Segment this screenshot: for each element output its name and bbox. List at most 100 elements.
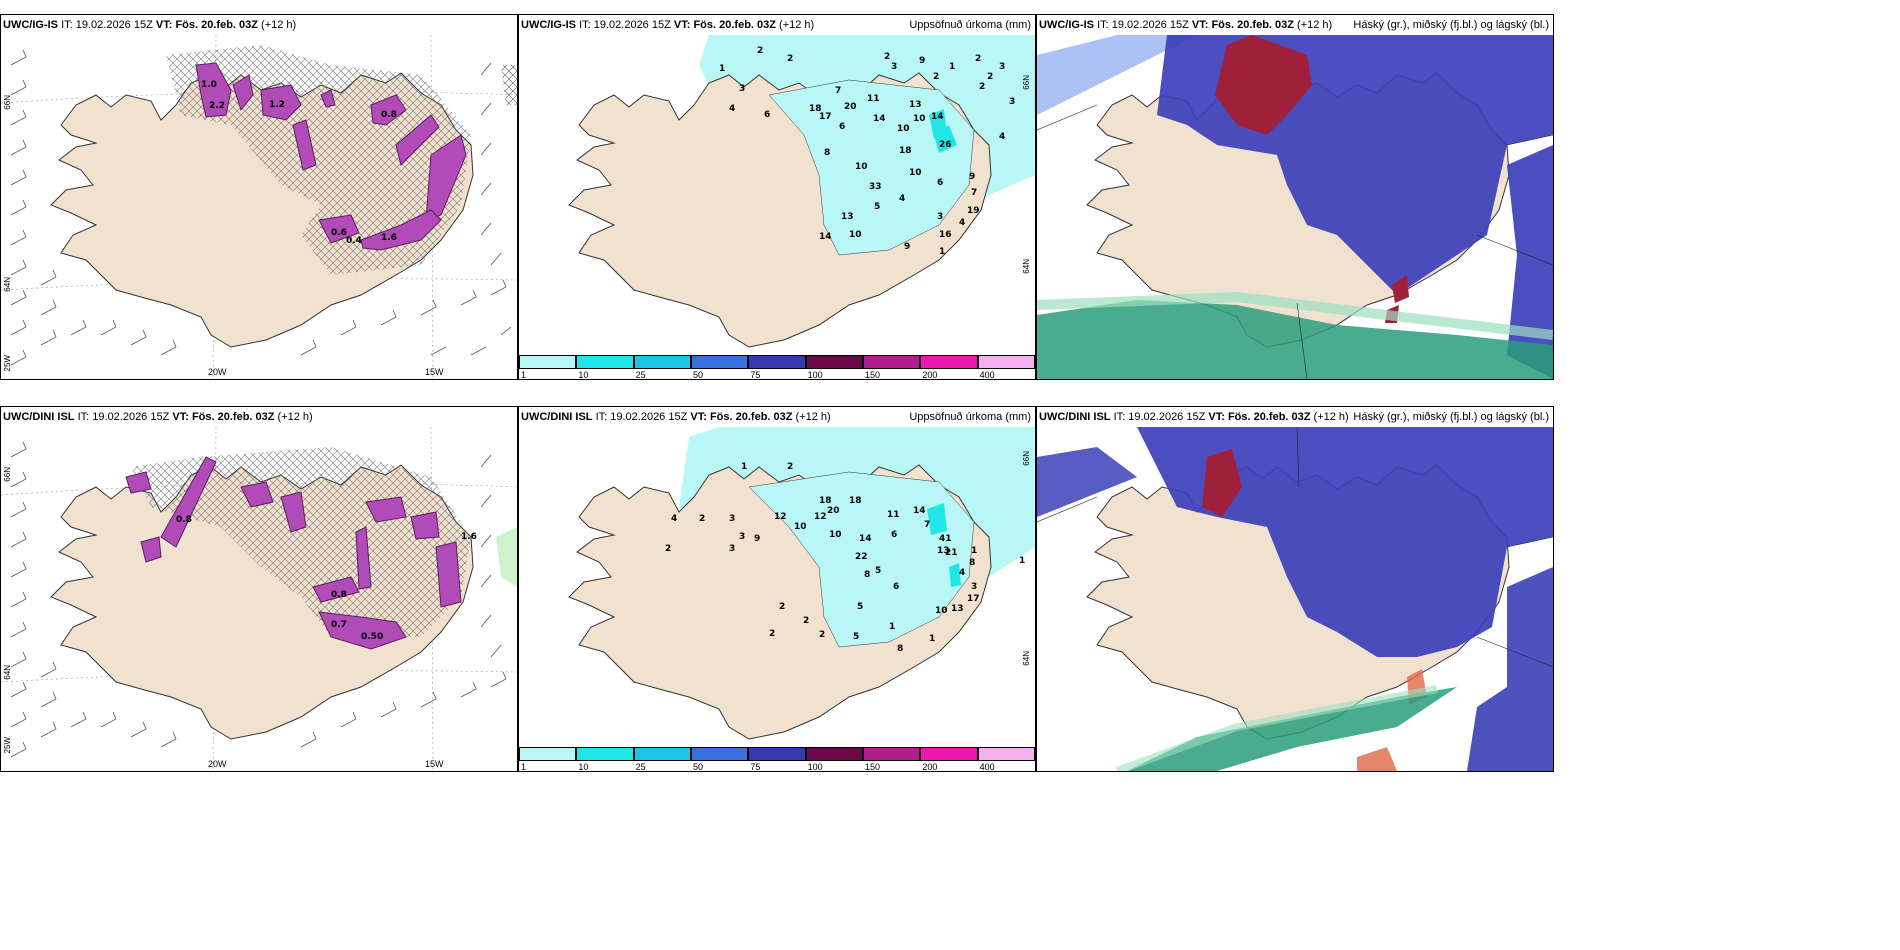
precip-value-label: 2 — [779, 602, 785, 612]
precip-value-label: 22 — [855, 552, 868, 562]
precip-labels: 2213461817207116141010131426188103310695… — [719, 46, 1015, 257]
precip-value-label: 18 — [849, 496, 862, 506]
precip-value-label: 1 — [949, 62, 955, 72]
colorbar-label: 200 — [922, 370, 938, 380]
precip-value-label: 10 — [935, 606, 948, 616]
it-time: 19.02.2026 15Z — [610, 411, 688, 423]
precip-labels: 1 224233391210121820101813142284111614721… — [665, 462, 1025, 654]
precip-area-medium — [929, 109, 957, 153]
map-clouds — [1037, 427, 1553, 771]
precip-value-label: 6 — [891, 530, 897, 540]
precip-value-label: 11 — [867, 94, 880, 104]
precip-value-label: 6 — [764, 110, 770, 120]
precip-value-label: 19 — [967, 206, 980, 216]
precip-value-label: 14 — [819, 232, 832, 242]
lat-label-64n: 64N — [1022, 259, 1031, 274]
it-label: IT: — [595, 411, 608, 423]
panel-header: UWC/IG-IS IT: 19.02.2026 15Z VT: Fös. 20… — [1037, 15, 1553, 35]
precip-value-label: 2 — [933, 72, 939, 82]
vt-time: Fös. 20.feb. 03Z — [175, 19, 258, 31]
colorbar-swatch — [519, 747, 577, 761]
it-time: 19.02.2026 15Z — [593, 19, 671, 31]
lat-label-66n: 66N — [3, 95, 12, 110]
it-time: 19.02.2026 15Z — [75, 19, 153, 31]
panel-title: Háský (gr.), miðský (fj.bl.) og lágský (… — [1353, 411, 1549, 423]
svg-text:0.6: 0.6 — [331, 228, 347, 238]
lead-time: (+12 h) — [261, 19, 297, 31]
precip-value-label: 2 — [819, 630, 825, 640]
map-wind-snow: 0.8 0.8 0.50 0.7 1.6 — [1, 427, 517, 771]
precip-value-label: 13 — [909, 100, 922, 110]
precip-value-label: 3 — [729, 514, 735, 524]
map-clouds — [1037, 35, 1553, 379]
precip-value-label: 2 — [699, 514, 705, 524]
precip-value-label: 9 — [969, 172, 975, 182]
precip-value-label: 2 — [884, 52, 890, 62]
precip-value-label: 8 — [864, 570, 870, 580]
precip-value-label: 3 — [999, 62, 1005, 72]
it-label: IT: — [1097, 19, 1109, 31]
panel-precip-dini: UWC/DINI ISL IT: 19.02.2026 15Z VT: Fös.… — [518, 406, 1036, 772]
precip-value-label: 21 — [945, 548, 958, 558]
colorbar-swatch — [977, 355, 1035, 369]
precip-value-label: 10 — [829, 530, 842, 540]
colorbar-label: 150 — [865, 762, 881, 772]
colorbar-swatch — [633, 747, 691, 761]
precip-value-label: 8 — [969, 558, 975, 568]
vt-label: VT: — [172, 411, 189, 423]
precip-value-label: 3 — [729, 544, 735, 554]
precip-value-label: 1 — [889, 622, 895, 632]
mid-cloud-sea-left — [1037, 35, 1197, 115]
precip-value-label: 4 — [729, 104, 735, 114]
mid-cloud-east — [1467, 567, 1553, 771]
precip-value-label: 14 — [873, 114, 886, 124]
precip-value-label: 9 — [919, 56, 925, 66]
precip-value-label: 13 — [841, 212, 854, 222]
lon-label-20w: 20W — [208, 367, 227, 377]
lat-label-25w: 25W — [3, 737, 12, 754]
panel-header: UWC/IG-IS IT: 19.02.2026 15Z VT: Fös. 20… — [1, 15, 517, 35]
lead-time: (+12 h) — [277, 411, 313, 423]
precip-value-label: 16 — [939, 230, 952, 240]
svg-text:1.6: 1.6 — [381, 233, 397, 243]
precip-value-label: 2 — [665, 544, 671, 554]
precip-value-label: 14 — [859, 534, 872, 544]
map-precip: 1 224233391210121820101813142284111614721… — [568, 427, 1035, 740]
svg-text:0.8: 0.8 — [331, 590, 347, 600]
vt-label: VT: — [1191, 19, 1209, 31]
model-name: UWC/IG-IS — [3, 19, 58, 31]
vt-label: VT: — [690, 411, 707, 423]
colorbar-swatch — [748, 747, 806, 761]
svg-text:0.8: 0.8 — [176, 515, 192, 525]
precip-value-label: 2 — [757, 46, 763, 56]
precip-value-label: 13 — [937, 546, 950, 556]
precip-colorbar: 1 10 25 50 75 100 150 200 400 — [519, 353, 1035, 379]
panel-clouds-dini: UWC/DINI ISL IT: 19.02.2026 15Z VT: Fös.… — [1036, 406, 1554, 772]
lat-label-25w: 25W — [3, 355, 12, 372]
precip-area-over-land — [748, 471, 975, 648]
colorbar-swatch — [863, 355, 921, 369]
low-cloud-band — [1127, 687, 1457, 771]
precip-colorbar: 1 10 25 50 75 100 150 200 400 — [519, 745, 1035, 771]
precip-value-label: 2 — [975, 54, 981, 64]
precip-value-label: 2 — [987, 72, 993, 82]
model-name: UWC/IG-IS — [1039, 19, 1094, 31]
colorbar-swatch — [805, 355, 863, 369]
lat-label-66n: 66N — [1022, 451, 1031, 466]
precip-value-label: 14 — [931, 112, 944, 122]
precip-value-label: 5 — [857, 602, 863, 612]
precip-value-label: 14 — [913, 506, 926, 516]
panel-header: UWC/DINI ISL IT: 19.02.2026 15Z VT: Fös.… — [519, 407, 1035, 427]
precip-value-label: 26 — [939, 140, 952, 150]
precip-value-label: 3 — [971, 582, 977, 592]
precip-value-label: 5 — [874, 202, 880, 212]
snow-bands — [125, 456, 462, 650]
high-cloud-blob — [1202, 449, 1242, 517]
precip-value-label: 20 — [844, 102, 857, 112]
colorbar-swatch — [633, 355, 691, 369]
precip-value-label: 4 — [899, 194, 905, 204]
precip-value-label: 2 — [787, 462, 793, 472]
colorbar-label: 10 — [578, 370, 589, 380]
colorbar-label: 400 — [979, 762, 995, 772]
precip-value-label: 9 — [904, 242, 910, 252]
